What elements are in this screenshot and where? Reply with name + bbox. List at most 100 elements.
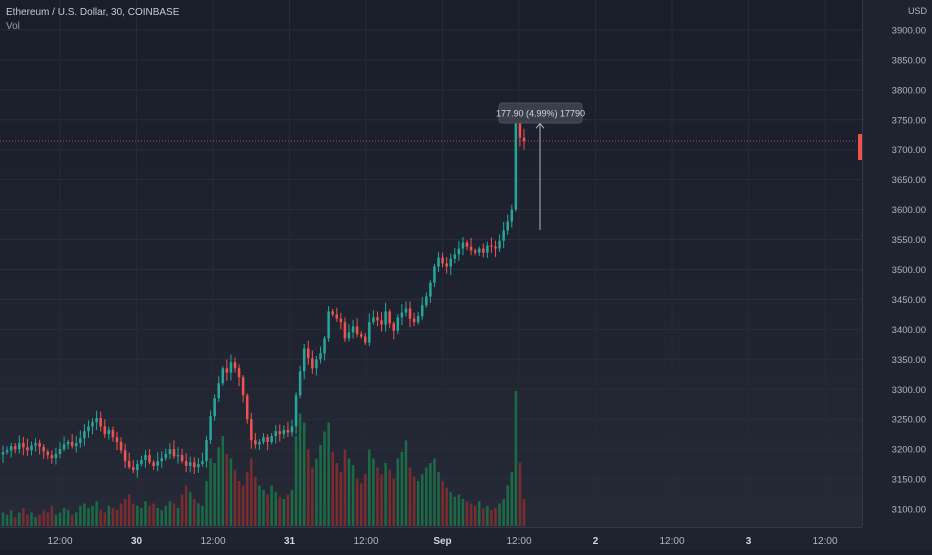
volume-bar xyxy=(83,503,86,526)
volume-bar xyxy=(75,512,78,526)
volume-bar xyxy=(70,514,74,526)
candle-body xyxy=(103,426,107,435)
price-axis[interactable]: USD 3900.00 3850.00 3800.00 3750.00 3700.00 36… xyxy=(862,0,932,550)
volume-bar xyxy=(465,501,469,526)
volume-bar xyxy=(5,514,9,526)
volume-bar xyxy=(140,508,143,526)
volume-bar xyxy=(486,505,489,526)
candle-body xyxy=(148,455,151,463)
volume-bars xyxy=(1,391,526,526)
candle-body xyxy=(262,437,265,442)
candle-body xyxy=(445,263,448,267)
candle-body xyxy=(30,445,33,451)
volume-bar xyxy=(123,499,127,526)
candle-body xyxy=(136,464,139,471)
volume-bar xyxy=(160,510,164,526)
price-tick-label: 3750.00 xyxy=(892,115,926,126)
price-tick-label: 3450.00 xyxy=(892,295,926,306)
candle-body xyxy=(372,317,375,323)
volume-bar xyxy=(412,476,416,526)
time-tick-label: 3 xyxy=(746,536,752,547)
candle-body xyxy=(54,453,58,459)
volume-bar xyxy=(205,481,208,526)
candle-body xyxy=(311,358,314,369)
candle-body xyxy=(164,453,168,459)
grid-lines xyxy=(0,0,862,527)
volume-bar xyxy=(26,514,29,526)
candle-body xyxy=(87,426,90,432)
candle-body xyxy=(46,451,50,456)
volume-bar xyxy=(388,469,391,526)
candle-body xyxy=(115,437,119,442)
volume-label[interactable]: Vol xyxy=(6,21,20,32)
time-tick-label: 31 xyxy=(284,536,296,547)
candle-body xyxy=(160,458,164,462)
volume-bar xyxy=(315,458,318,526)
candle-body xyxy=(453,254,457,259)
candle-body xyxy=(209,416,212,441)
candle-body xyxy=(433,266,436,283)
candle-body xyxy=(323,338,326,354)
candle-body xyxy=(518,122,522,138)
volume-bar xyxy=(201,505,204,526)
price-tick-label: 3300.00 xyxy=(892,385,926,396)
candle-body xyxy=(258,441,261,445)
time-tick-label: 12:00 xyxy=(659,536,684,547)
volume-bar xyxy=(343,449,347,526)
volume-bar xyxy=(429,463,432,526)
candle-body xyxy=(50,455,54,459)
volume-bar xyxy=(168,501,172,526)
candlesticks xyxy=(1,116,526,478)
candle-body xyxy=(99,418,102,427)
candle-body xyxy=(449,258,452,267)
volume-bar xyxy=(498,503,501,526)
price-tick-label: 3500.00 xyxy=(892,265,926,276)
time-axis[interactable]: 12:00 30 12:00 31 12:00 Sep 12:00 2 12:00 3 12:00 xyxy=(0,527,932,550)
volume-bar xyxy=(131,503,135,526)
volume-bar xyxy=(359,483,363,526)
volume-bar xyxy=(99,510,102,526)
volume-bar xyxy=(396,458,400,526)
candle-body xyxy=(38,443,41,447)
candle-body xyxy=(9,446,13,451)
volume-bar xyxy=(9,510,13,526)
candle-body xyxy=(197,464,200,468)
time-tick-label: 12:00 xyxy=(353,536,378,547)
volume-bar xyxy=(1,512,5,526)
volume-bar xyxy=(245,472,249,526)
volume-bar xyxy=(302,422,306,526)
volume-bar xyxy=(433,458,436,526)
volume-bar xyxy=(164,505,168,526)
price-tick-label: 3550.00 xyxy=(892,235,926,246)
price-tick-label: 3650.00 xyxy=(892,175,926,186)
candle-body xyxy=(294,395,298,427)
volume-bar xyxy=(461,499,465,526)
candle-body xyxy=(302,348,306,372)
volume-bar xyxy=(339,472,343,526)
symbol-title[interactable]: Ethereum / U.S. Dollar, 30, COINBASE xyxy=(6,7,180,18)
volume-bar xyxy=(294,436,298,526)
candle-body xyxy=(193,462,196,468)
candle-body xyxy=(425,296,428,306)
candle-body xyxy=(254,440,257,445)
volume-bar xyxy=(469,503,473,526)
candle-body xyxy=(420,305,424,317)
volume-bar xyxy=(372,458,375,526)
time-tick-label: 30 xyxy=(131,536,143,547)
volume-bar xyxy=(58,512,62,526)
volume-bar xyxy=(473,505,477,526)
price-tick-label: 3850.00 xyxy=(892,55,926,66)
volume-bar xyxy=(217,447,220,526)
volume-bar xyxy=(510,472,514,526)
volume-bar xyxy=(506,485,509,526)
candle-body xyxy=(400,312,404,318)
price-tick-label: 3900.00 xyxy=(892,25,926,36)
candle-body xyxy=(498,240,501,249)
candle-body xyxy=(384,311,387,325)
candle-body xyxy=(250,419,253,441)
volume-bar xyxy=(384,463,387,526)
volume-bar xyxy=(307,449,310,526)
volume-bar xyxy=(502,499,505,526)
